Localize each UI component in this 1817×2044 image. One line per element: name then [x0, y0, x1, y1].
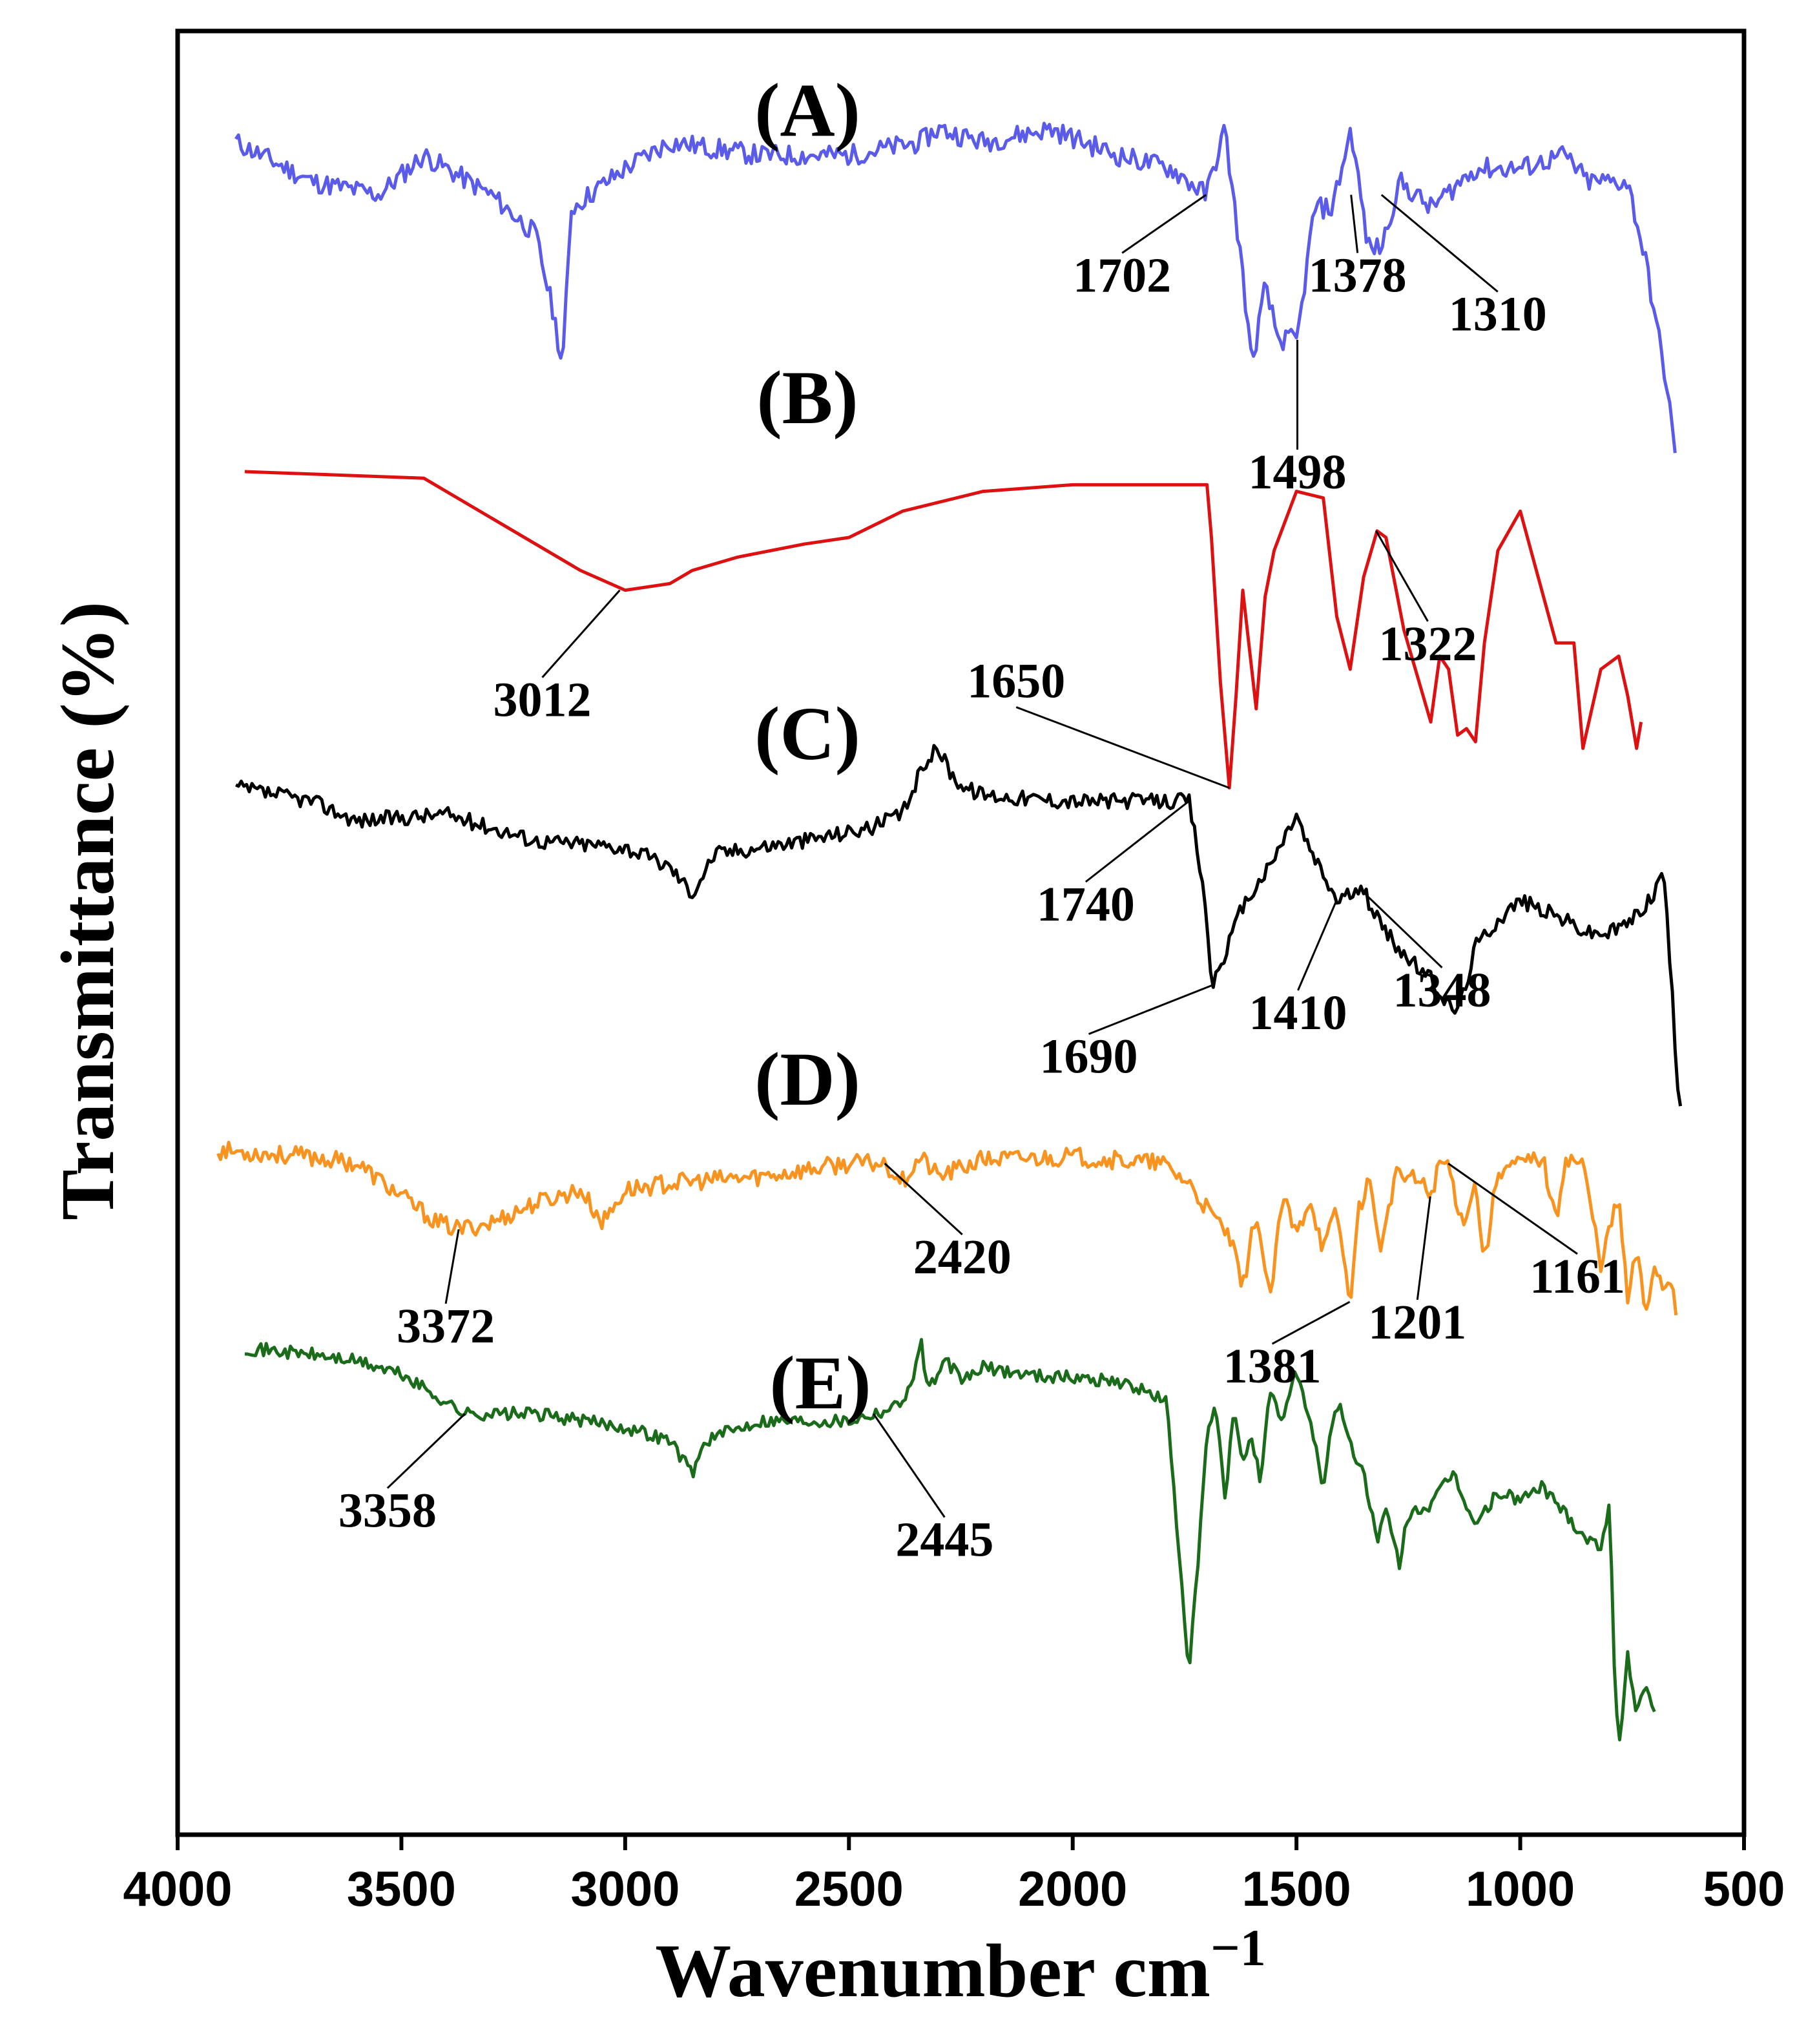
- annotation-leader: [386, 1413, 466, 1489]
- annotation-label: 3012: [493, 673, 592, 727]
- panel-label-layer: (A) (B) (C) (D) (E): [754, 68, 871, 1425]
- annotation-leader: [1416, 1196, 1431, 1300]
- annotation-label: 3372: [397, 1299, 495, 1353]
- annotation-label: 2420: [913, 1230, 1012, 1284]
- x-tick-label: 2000: [1018, 1862, 1127, 1917]
- annotation-label: 1322: [1378, 617, 1477, 671]
- annotation-leader: [1088, 985, 1212, 1035]
- annotation-leader: [884, 1162, 963, 1236]
- annotation-label: 1498: [1249, 445, 1347, 499]
- panel-label-5: (E): [769, 1340, 871, 1425]
- x-tick-label: 1000: [1466, 1862, 1575, 1917]
- panel-label-2: (B): [756, 355, 858, 440]
- plot-frame: [175, 28, 1747, 1837]
- annotation-label: 1702: [1073, 249, 1171, 303]
- x-tick-label: 3500: [347, 1862, 456, 1917]
- annotation-layer: 1702 1498 1378 1310 3012 1650 1322 1740 1690 1410…: [338, 194, 1625, 1567]
- x-tick-label: 2500: [794, 1862, 904, 1917]
- annotation-leader: [1085, 800, 1190, 883]
- series-line-1: [234, 121, 1677, 454]
- annotation-label: 1650: [967, 654, 1065, 709]
- panel-label-1: (A): [754, 68, 860, 152]
- annotation-label: 2445: [895, 1513, 993, 1567]
- annotation-leader: [1364, 892, 1443, 968]
- panel-label-4: (D): [754, 1037, 860, 1121]
- annotation-label: 1348: [1393, 963, 1491, 1017]
- annotation-label: 1690: [1040, 1030, 1138, 1084]
- annotation-label: 1310: [1449, 287, 1547, 342]
- series-layer: [216, 121, 1683, 1742]
- series-line-5: [244, 1338, 1656, 1742]
- annotation-label: 1740: [1037, 877, 1135, 932]
- annotation-leader: [1380, 194, 1499, 293]
- annotation-label: 1161: [1530, 1249, 1625, 1304]
- x-axis-title-superscript: −1: [1210, 1920, 1266, 1977]
- series-line-2: [244, 470, 1643, 790]
- x-axis-title-main: Wavenumber cm: [655, 1928, 1210, 2013]
- annotation-label: 3358: [338, 1484, 437, 1538]
- annotation-leader: [1375, 530, 1429, 622]
- x-axis-ticks: 4000 3500 3000 2500 2000 1500 1000 500: [123, 1835, 1785, 1917]
- annotation-leader: [1271, 1300, 1351, 1345]
- annotation-leader: [1297, 899, 1338, 991]
- annotation-label: 1381: [1223, 1339, 1322, 1393]
- x-tick-label: 500: [1703, 1862, 1785, 1917]
- annotation-leader: [1350, 194, 1359, 253]
- series-line-3: [235, 744, 1683, 1107]
- annotation-leader: [873, 1413, 946, 1518]
- annotation-leader: [541, 589, 621, 678]
- annotation-label: 1201: [1368, 1295, 1466, 1350]
- annotation-leader: [444, 1229, 460, 1304]
- x-tick-label: 3000: [570, 1862, 680, 1917]
- x-tick-label: 1500: [1242, 1862, 1351, 1917]
- x-axis-title: Wavenumber cm−1: [655, 1920, 1265, 2013]
- annotation-leader: [1121, 194, 1207, 254]
- annotation-label: 1410: [1249, 986, 1347, 1040]
- x-tick-label: 4000: [123, 1862, 232, 1917]
- panel-label-3: (C): [754, 691, 860, 776]
- y-axis-title: Transmittance (%): [45, 601, 130, 1220]
- annotation-label: 1378: [1309, 249, 1407, 303]
- annotation-leader: [1448, 1162, 1578, 1255]
- series-line-4: [216, 1140, 1678, 1316]
- annotation-leader: [1015, 706, 1230, 789]
